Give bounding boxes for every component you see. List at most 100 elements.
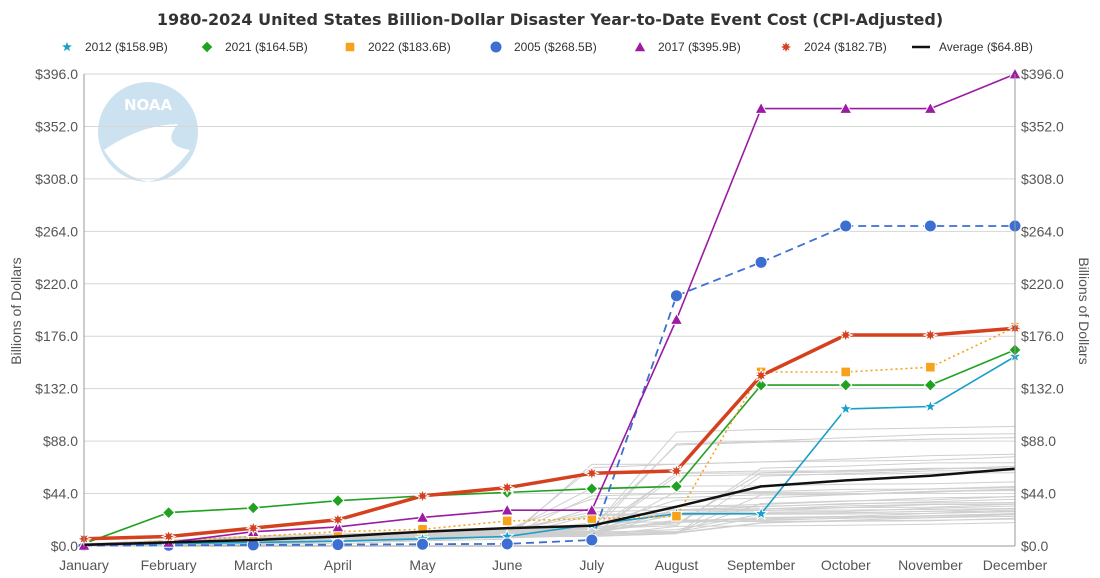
series-point-2017 xyxy=(923,101,938,114)
y-tick-label-right: $88.0 xyxy=(1021,433,1056,449)
legend-item-2024[interactable]: 2024 ($182.7B) xyxy=(777,38,887,56)
x-tick-label: March xyxy=(234,557,273,573)
series-point-2021 xyxy=(839,378,853,392)
legend-symbol-2005 xyxy=(489,40,503,54)
y-tick-label-right: $176.0 xyxy=(1021,328,1064,344)
series-point-2017 xyxy=(669,312,684,325)
series-average xyxy=(83,467,1016,547)
axes: $0.0 $0.0 $44.0 $44.0 $88.0 $88.0 $132.0 $132.0… xyxy=(35,66,1064,573)
y-tick-label-right: $264.0 xyxy=(1021,223,1064,239)
series-point-2017 xyxy=(754,101,768,114)
legend-symbol-2021 xyxy=(200,40,214,54)
series-point-2024 xyxy=(499,479,516,496)
series-line-2022 xyxy=(83,326,1016,546)
y-tick-label-right: $308.0 xyxy=(1021,171,1064,187)
series-point-2005 xyxy=(923,219,937,233)
y-tick-label-right: $44.0 xyxy=(1021,486,1056,502)
legend-label-average: Average ($64.8B) xyxy=(939,40,1033,54)
series-point-2012 xyxy=(922,398,939,414)
legend-item-2017[interactable]: 2017 ($395.9B) xyxy=(633,39,741,54)
series-line-2024 xyxy=(83,326,1016,541)
noaa-logo-bird xyxy=(104,124,190,182)
series-point-2024 xyxy=(245,519,262,537)
y-tick-label-right: $220.0 xyxy=(1021,276,1064,292)
x-tick-label: December xyxy=(983,557,1048,573)
series-point-2017 xyxy=(415,510,430,523)
series-point-2024 xyxy=(922,326,939,344)
chart-title: 1980-2024 United States Billion-Dollar D… xyxy=(157,10,943,29)
series-point-2021 xyxy=(161,505,176,520)
series-2005 xyxy=(77,219,1022,553)
gridlines xyxy=(84,73,1015,547)
y-tick-label-left: $44.0 xyxy=(43,486,78,502)
series-point-2021 xyxy=(754,378,768,392)
x-tick-label: June xyxy=(492,557,523,573)
series-point-2005 xyxy=(416,537,430,551)
y-tick-label-right: $352.0 xyxy=(1021,118,1064,134)
legend-symbol-2022 xyxy=(344,41,356,53)
series-point-2024 xyxy=(329,511,346,528)
series-point-2024 xyxy=(583,465,600,482)
legend-item-2005[interactable]: 2005 ($268.5B) xyxy=(489,40,597,54)
legend-symbol-2017 xyxy=(633,39,647,53)
y-tick-label-left: $352.0 xyxy=(35,118,78,134)
legend-label-2021: 2021 ($164.5B) xyxy=(225,40,308,54)
x-tick-label: November xyxy=(898,557,963,573)
series-point-2005 xyxy=(500,537,514,551)
series-line-2017 xyxy=(83,73,1016,547)
series-point-2024 xyxy=(668,462,685,479)
y-tick-label-left: $264.0 xyxy=(35,223,78,239)
series-point-2012 xyxy=(753,505,769,521)
series-point-2021 xyxy=(585,482,599,496)
legend-item-2022[interactable]: 2022 ($183.6B) xyxy=(344,40,451,54)
legend-item-average[interactable]: Average ($64.8B) xyxy=(912,40,1033,54)
x-tick-label: August xyxy=(655,557,699,573)
series-point-2005 xyxy=(754,255,768,269)
series-point-2005 xyxy=(585,533,599,547)
legend-label-2024: 2024 ($182.7B) xyxy=(804,40,887,54)
x-tick-label: April xyxy=(324,557,352,573)
y-tick-label-right: $0.0 xyxy=(1021,538,1048,554)
legend-label-2005: 2005 ($268.5B) xyxy=(514,40,597,54)
legend: 2012 ($158.9B) 2021 ($164.5B) 2022 ($183.6… xyxy=(59,38,1033,56)
noaa-logo-text: NOAA xyxy=(124,96,173,114)
series-point-2017 xyxy=(584,503,599,516)
legend-symbol-2012 xyxy=(59,38,75,54)
series-point-2024 xyxy=(414,487,431,504)
x-tick-label: January xyxy=(59,557,109,573)
y-tick-label-left: $0.0 xyxy=(51,538,78,554)
series-line-average xyxy=(83,467,1016,547)
series-point-2022 xyxy=(501,515,513,527)
x-tick-label: February xyxy=(141,557,197,573)
legend-item-2021[interactable]: 2021 ($164.5B) xyxy=(200,40,308,54)
y-tick-label-left: $308.0 xyxy=(35,171,78,187)
legend-label-2022: 2022 ($183.6B) xyxy=(368,40,451,54)
y-tick-label-left: $176.0 xyxy=(35,328,78,344)
y-tick-label-right: $132.0 xyxy=(1021,381,1064,397)
series-point-2005 xyxy=(839,219,853,233)
historical-year-line xyxy=(83,453,1016,546)
series-lines xyxy=(75,67,1024,553)
historical-year-line xyxy=(83,437,1016,546)
series-point-2021 xyxy=(923,378,938,392)
series-point-2021 xyxy=(246,501,260,515)
x-tick-label: September xyxy=(727,557,796,573)
series-point-2021 xyxy=(331,493,345,508)
series-point-2024 xyxy=(753,367,770,384)
series-point-2022 xyxy=(925,361,936,373)
y-axis-title-left: Billions of Dollars xyxy=(8,257,24,364)
noaa-logo-circle xyxy=(98,82,198,182)
series-point-2022 xyxy=(671,510,682,522)
y-tick-label-left: $396.0 xyxy=(35,66,78,82)
legend-label-2012: 2012 ($158.9B) xyxy=(85,40,168,54)
series-point-2022 xyxy=(840,366,852,378)
x-tick-label: May xyxy=(409,557,435,573)
y-tick-label-left: $220.0 xyxy=(35,276,78,292)
legend-label-2017: 2017 ($395.9B) xyxy=(658,40,741,54)
y-tick-label-left: $88.0 xyxy=(43,433,78,449)
y-tick-label-right: $396.0 xyxy=(1021,66,1064,82)
series-2024 xyxy=(75,320,1024,547)
legend-item-2012[interactable]: 2012 ($158.9B) xyxy=(59,38,168,54)
series-point-2005 xyxy=(331,538,345,552)
